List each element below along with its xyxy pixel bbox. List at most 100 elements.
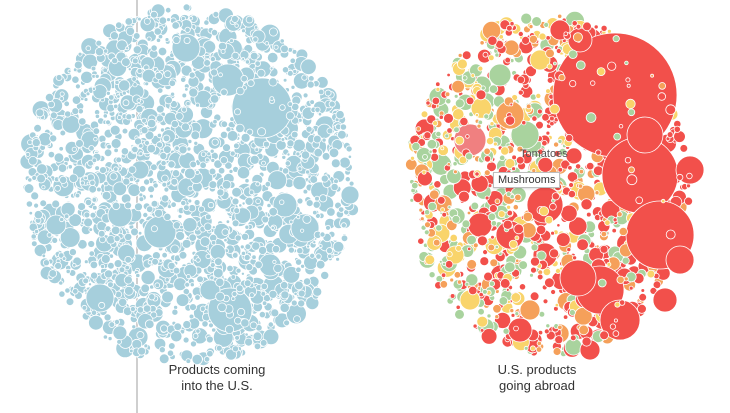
import-bubble: [138, 196, 145, 203]
import-bubble: [180, 76, 187, 83]
import-bubble: [244, 337, 254, 347]
export-bubble: [515, 258, 520, 263]
import-bubble: [286, 139, 295, 148]
export-bubble: [444, 260, 454, 269]
export-bubble: [616, 275, 625, 284]
export-bubble: [530, 256, 541, 267]
import-bubble: [189, 303, 197, 312]
tomatoes-label[interactable]: Tomatoes: [520, 148, 568, 160]
export-bubble: [461, 219, 471, 229]
import-bubble: [300, 263, 306, 269]
export-bubble: [521, 36, 530, 45]
import-bubble: [236, 86, 245, 96]
import-bubble: [233, 207, 241, 215]
export-bubble: [531, 16, 542, 27]
import-bubble: [143, 343, 149, 349]
import-bubble: [103, 180, 109, 187]
import-bubble: [171, 308, 179, 316]
import-bubble: [240, 132, 251, 143]
imports-label-line2: into the U.S.: [181, 378, 253, 393]
export-bubble: [504, 158, 516, 169]
export-bubble: [511, 166, 516, 172]
export-bubble: [553, 150, 561, 158]
import-bubble: [211, 225, 216, 230]
export-bubble: [502, 327, 510, 335]
import-bubble: [280, 44, 289, 54]
import-bubble: [80, 180, 86, 186]
import-bubble: [261, 215, 270, 224]
export-bubble: [455, 304, 461, 310]
import-bubble: [123, 285, 134, 296]
import-bubble: [297, 166, 303, 172]
imports-label-line1: Products coming: [168, 362, 266, 377]
export-bubble: [626, 83, 631, 88]
export-bubble: [665, 229, 676, 240]
export-bubble: [433, 180, 442, 189]
export-bubble: [420, 110, 429, 119]
import-bubble: [193, 199, 201, 206]
import-bubble: [87, 240, 96, 248]
import-bubble: [132, 32, 141, 40]
export-bubble: [541, 139, 548, 147]
import-bubble: [30, 191, 40, 201]
import-bubble: [158, 353, 170, 365]
import-bubble: [49, 134, 58, 143]
import-bubble: [107, 336, 113, 342]
export-bubble: [613, 318, 618, 323]
export-bubble: [575, 23, 582, 30]
export-bubble: [530, 266, 537, 274]
export-bubble: [492, 304, 502, 314]
import-bubble: [221, 180, 232, 190]
export-bubble: [454, 309, 465, 320]
mushrooms-label[interactable]: Mushrooms: [493, 172, 561, 188]
export-bubble: [676, 173, 684, 181]
export-bubble: [613, 132, 622, 141]
import-bubble: [233, 108, 241, 116]
import-bubble: [279, 302, 290, 313]
import-bubble: [150, 163, 158, 172]
import-bubble: [34, 228, 40, 234]
export-bubble: [542, 298, 549, 305]
import-bubble: [321, 152, 331, 161]
export-bubble: [555, 267, 562, 274]
export-bubble: [666, 131, 674, 139]
import-bubble: [260, 291, 267, 297]
export-bubble: [511, 154, 517, 161]
export-bubble: [661, 198, 666, 204]
import-bubble: [209, 244, 226, 261]
export-bubble: [551, 192, 560, 201]
export-bubble: [523, 345, 529, 351]
import-bubble: [288, 219, 294, 225]
export-bubble: [515, 155, 525, 165]
import-bubble: [215, 344, 223, 352]
import-bubble: [127, 67, 132, 72]
import-bubble: [146, 143, 157, 154]
export-bubble: [516, 145, 524, 153]
import-bubble: [267, 321, 274, 328]
import-bubble: [302, 277, 312, 286]
import-bubble: [25, 200, 33, 208]
import-bubble: [273, 263, 283, 274]
import-bubble: [106, 143, 112, 150]
import-bubble: [166, 349, 175, 357]
export-bubble: [562, 314, 569, 320]
import-bubble: [59, 175, 68, 184]
import-bubble: [189, 160, 198, 169]
import-bubble: [183, 37, 191, 45]
import-bubble: [88, 250, 95, 257]
import-bubble: [147, 185, 156, 194]
export-bubble: [531, 115, 538, 122]
export-bubble: [488, 84, 499, 94]
export-bubble: [554, 302, 560, 308]
import-bubble: [241, 201, 246, 206]
import-bubble: [75, 83, 81, 90]
import-bubble: [125, 113, 133, 121]
import-bubble: [145, 205, 154, 213]
export-bubble: [494, 198, 501, 205]
import-bubble: [175, 293, 190, 307]
import-bubble: [124, 232, 133, 241]
export-bubble: [599, 299, 641, 341]
import-bubble: [28, 156, 38, 166]
export-bubble: [555, 232, 571, 247]
export-bubble: [516, 75, 526, 84]
